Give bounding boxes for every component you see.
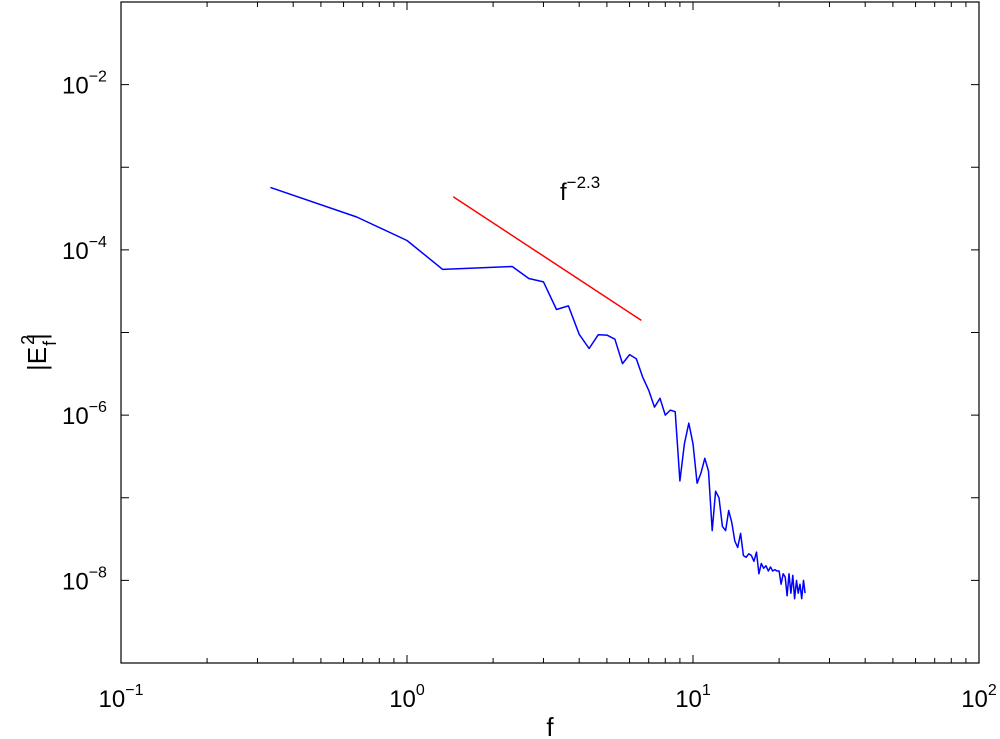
svg-text:|E2f|: |E 2 f|	[18, 333, 60, 371]
y-axis-label-sup: 2	[18, 335, 38, 345]
y-tick-label-base: 10	[62, 73, 89, 100]
x-tick-label-exponent: −1	[125, 682, 143, 699]
x-tick-label: 10−1	[99, 682, 144, 713]
y-axis-label: |E 2 f|	[18, 333, 60, 371]
y-tick-label-base: 10	[62, 568, 89, 595]
x-tick-label-base: 10	[99, 686, 126, 713]
x-tick-label-exponent: 0	[416, 682, 425, 699]
x-tick-label-base: 10	[389, 686, 416, 713]
y-tick-label-exponent: −2	[89, 69, 107, 86]
slope-annotation: f−2.3	[560, 173, 600, 206]
y-tick-label: 10−6	[62, 399, 107, 430]
y-axis-label-sub: f	[40, 340, 60, 346]
y-tick-label-base: 10	[62, 238, 89, 265]
y-tick-label-exponent: −8	[89, 564, 107, 581]
series-layer	[270, 186, 806, 600]
slope-annotation-base: f	[560, 179, 567, 206]
y-tick-label: 10−2	[62, 69, 107, 100]
y-tick-label-base: 10	[62, 403, 89, 430]
x-tick-label-exponent: 2	[988, 682, 997, 699]
x-tick-label-exponent: 1	[702, 682, 711, 699]
slope-reference-line	[452, 196, 642, 322]
x-tick-label-base: 10	[675, 686, 702, 713]
slope-annotation-exponent: −2.3	[567, 173, 601, 192]
x-tick-label: 101	[675, 682, 711, 713]
y-tick-label: 10−8	[62, 564, 107, 595]
y-axis-label-close: |	[22, 333, 52, 340]
plot-frame	[120, 1, 980, 664]
y-tick-label-exponent: −6	[89, 399, 107, 416]
y-tick-label-exponent: −4	[89, 234, 107, 251]
x-tick-label: 100	[389, 682, 425, 713]
x-tick-label-base: 10	[961, 686, 988, 713]
x-axis-label: f	[546, 712, 554, 739]
x-tick-label: 102	[961, 682, 997, 713]
spectrum-line	[270, 186, 806, 600]
y-tick-label: 10−4	[62, 234, 107, 265]
y-axis-label-base: |E	[22, 347, 52, 371]
